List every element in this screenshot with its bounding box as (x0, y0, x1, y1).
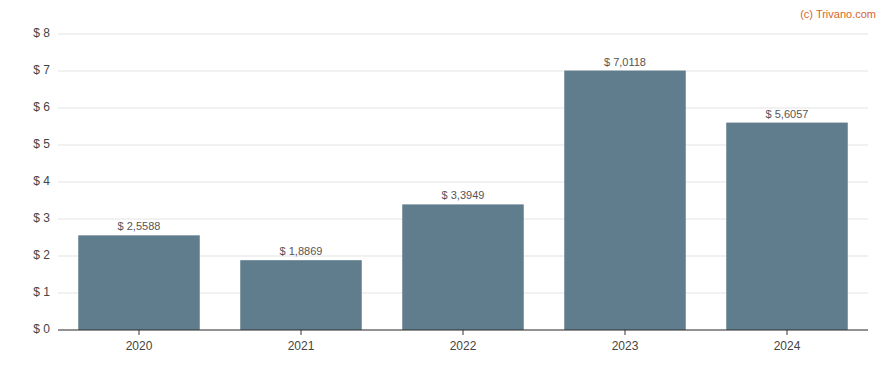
x-tick-label: 2023 (612, 339, 639, 353)
data-label: $ 3,3949 (442, 189, 485, 201)
chart-container: $ 0 $ 1 $ 2 $ 3 $ 4 $ 5 $ 6 $ 7 $ 8 $ 2,5588 $ 1,8… (0, 0, 888, 370)
bar (564, 71, 686, 330)
data-label: $ 2,5588 (118, 220, 161, 232)
watermark: (c) Trivano.com (800, 8, 876, 20)
data-label: $ 7,0118 (604, 56, 646, 68)
data-label: $ 1,8869 (280, 245, 323, 257)
y-tick-label: $ 7 (33, 63, 50, 77)
x-tick-label: 2022 (450, 339, 477, 353)
y-tick-label: $ 4 (33, 174, 50, 188)
data-labels: $ 2,5588 $ 1,8869 $ 3,3949 $ 7,0118 $ 5,6057 (118, 56, 809, 258)
y-tick-label: $ 1 (33, 285, 50, 299)
bars (78, 71, 848, 330)
y-tick-label: $ 8 (33, 26, 50, 40)
x-axis: 2020 2021 2022 2023 2024 (58, 330, 868, 353)
x-tick-label: 2020 (126, 339, 153, 353)
bar (240, 260, 362, 330)
x-tick (139, 330, 140, 335)
y-tick-label: $ 6 (33, 100, 50, 114)
y-axis: $ 0 $ 1 $ 2 $ 3 $ 4 $ 5 $ 6 $ 7 $ 8 (33, 26, 50, 336)
x-tick-label: 2021 (288, 339, 315, 353)
grid-line (58, 71, 868, 72)
y-tick-label: $ 5 (33, 137, 50, 151)
y-tick-label: $ 2 (33, 248, 50, 262)
x-tick-label: 2024 (774, 339, 801, 353)
x-tick (625, 330, 626, 335)
bar (402, 204, 524, 330)
grid-line (58, 34, 868, 35)
bar (78, 235, 200, 330)
y-tick-label: $ 3 (33, 211, 50, 225)
x-tick (301, 330, 302, 335)
y-tick-label: $ 0 (33, 322, 50, 336)
chart: $ 0 $ 1 $ 2 $ 3 $ 4 $ 5 $ 6 $ 7 $ 8 $ 2,5588 $ 1,8… (0, 0, 888, 370)
grid (58, 34, 868, 330)
bar (726, 123, 848, 330)
data-label: $ 5,6057 (766, 108, 809, 120)
x-tick (787, 330, 788, 335)
grid-line (58, 108, 868, 109)
x-tick (463, 330, 464, 335)
